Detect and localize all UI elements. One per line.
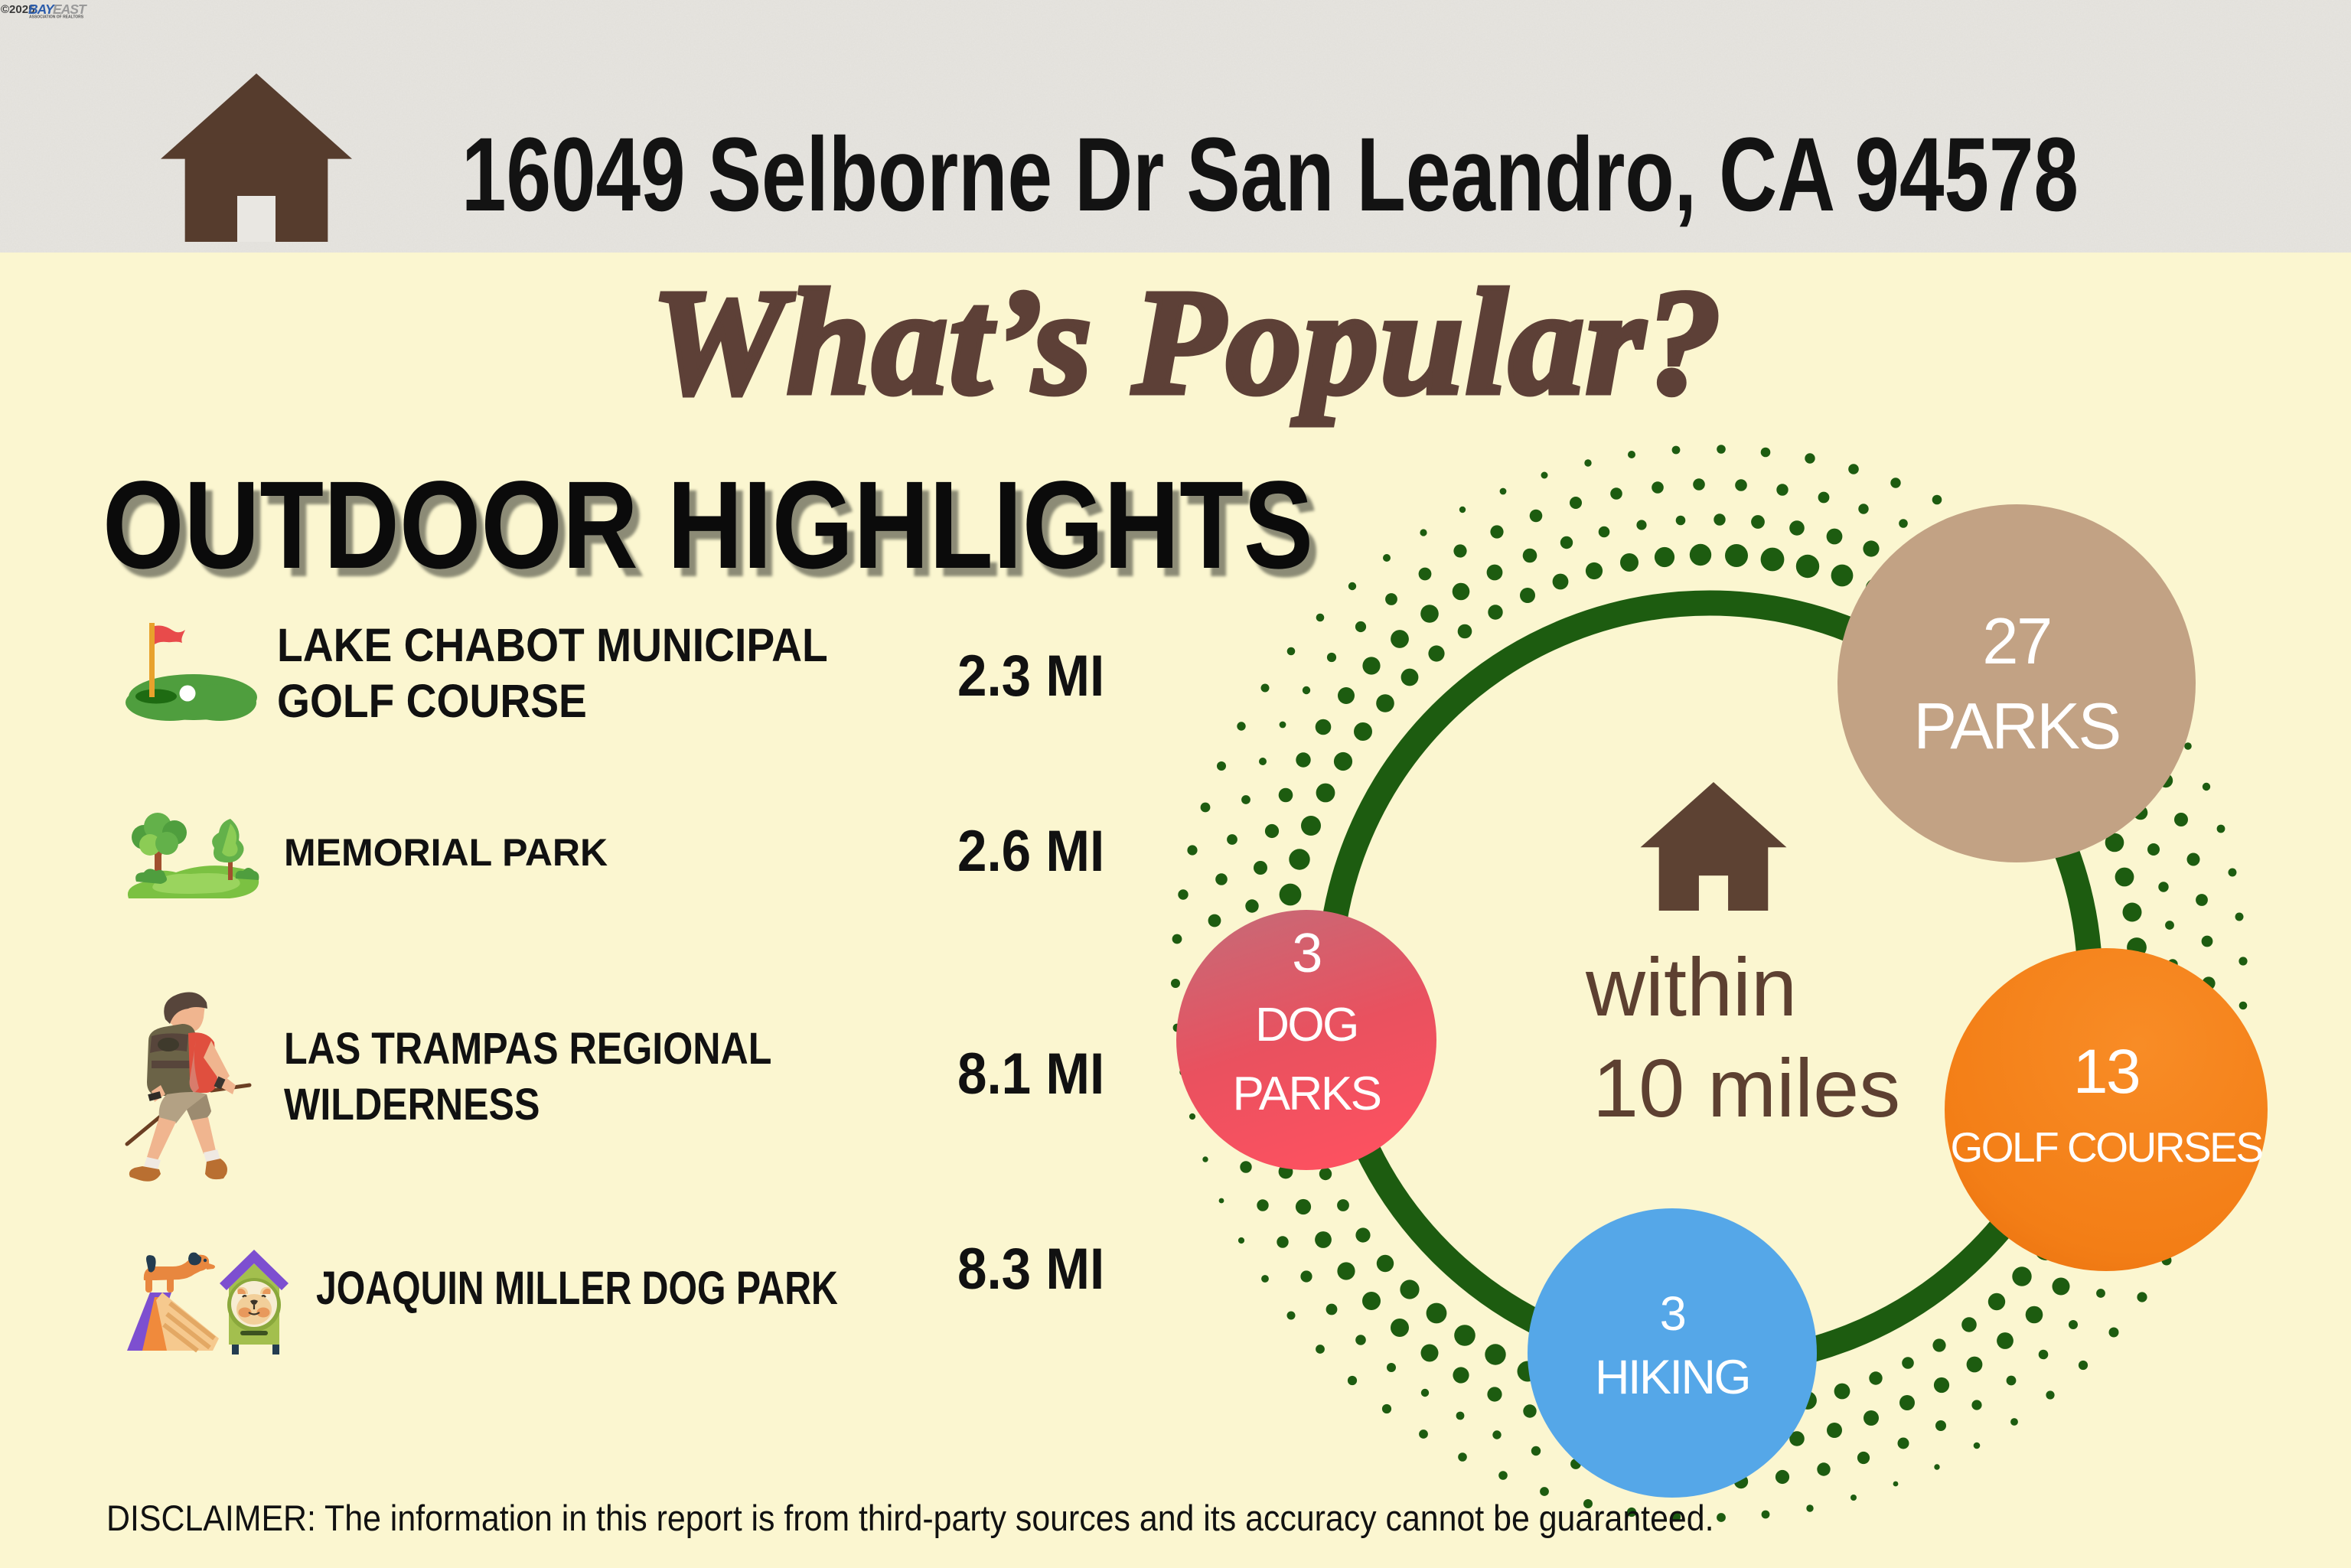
svg-text:BAY: BAY — [28, 2, 55, 17]
svg-text:©2025: ©2025 — [1, 3, 34, 16]
svg-text:EAST: EAST — [53, 2, 87, 17]
svg-text:ASSOCIATION OF REALTORS: ASSOCIATION OF REALTORS — [29, 15, 84, 20]
